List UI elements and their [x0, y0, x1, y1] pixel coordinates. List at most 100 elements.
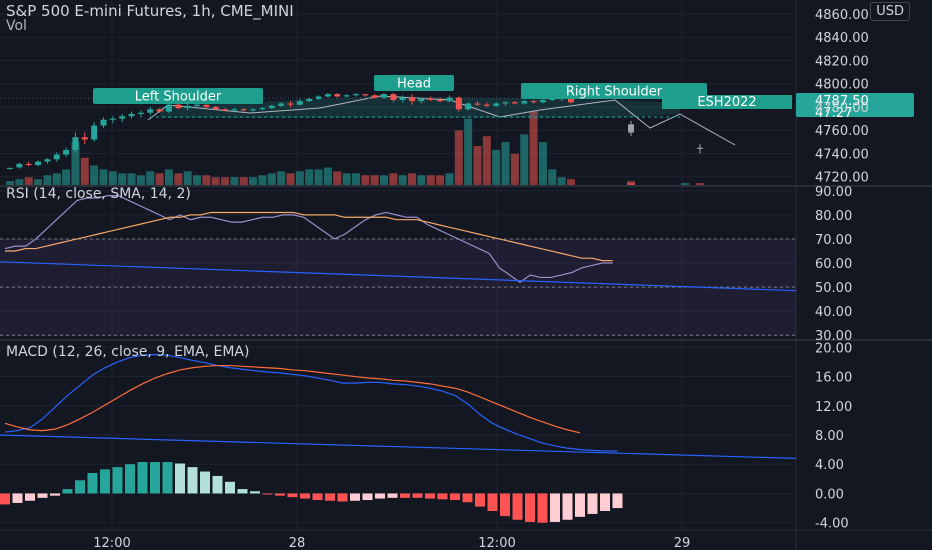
candle-body	[287, 103, 294, 105]
macd-histogram-bar	[100, 469, 110, 494]
macd-histogram-bar	[137, 462, 148, 494]
volume-bar	[136, 175, 145, 185]
volume-label: Vol	[6, 18, 27, 34]
volume-bar	[520, 134, 529, 185]
volume-bar	[230, 177, 239, 185]
pattern-path	[147, 95, 736, 146]
macd-histogram-bar	[187, 467, 198, 494]
macd-histogram-bar	[225, 481, 235, 494]
candle-body	[334, 94, 341, 97]
volume-bar	[183, 171, 192, 185]
candle-body	[511, 102, 518, 104]
volume-bar	[286, 173, 295, 185]
volume-bar	[6, 181, 14, 185]
chart-title: S&P 500 E-mini Futures, 1h, CME_MINI	[6, 2, 294, 20]
time-tick: 29	[674, 536, 691, 550]
candle-body	[418, 98, 425, 102]
volume-bar	[249, 177, 258, 185]
macd-trendline	[0, 434, 797, 459]
candle-body	[427, 98, 434, 100]
volume-bar	[108, 171, 117, 185]
candle-body	[465, 103, 472, 110]
macd-histogram-bar	[262, 493, 273, 495]
rsi-tick: 30.00	[815, 329, 852, 344]
candle-body	[165, 104, 172, 112]
volume-bar	[202, 175, 211, 185]
candle-body	[25, 163, 32, 166]
candle-body	[296, 101, 303, 105]
candle-body	[44, 159, 51, 162]
volume-bar	[538, 142, 547, 185]
left-shoulder-label: Left Shoulder	[135, 90, 222, 105]
candle-body	[446, 97, 453, 102]
candle-body	[212, 106, 219, 110]
macd-histogram-bar	[387, 493, 398, 498]
volume-bar	[426, 175, 435, 185]
candle-body	[409, 97, 416, 102]
macd-tick: 20.00	[815, 341, 852, 356]
volume-bars	[6, 110, 704, 185]
macd-histogram-bar	[275, 493, 285, 496]
candle-body	[381, 94, 387, 98]
macd-histogram-bar	[462, 493, 473, 503]
volume-bar	[482, 136, 491, 185]
candle-body	[53, 154, 60, 160]
volume-bar	[211, 177, 220, 185]
price-tick: 4820.00	[815, 54, 869, 69]
macd-histogram-bar	[200, 471, 210, 494]
candle-body	[697, 147, 703, 149]
volume-bar	[333, 171, 342, 185]
symbol-tag-bg	[662, 95, 792, 109]
symbol-tag: ESH2022	[697, 95, 756, 110]
candle-body	[483, 104, 490, 106]
candle-body	[175, 104, 182, 109]
macd-signal-line	[4, 364, 581, 434]
macd-histogram-bar	[537, 493, 548, 523]
candle-body	[278, 103, 285, 106]
time-axis: 12:00 28 12:00 29	[93, 536, 690, 550]
volume-bar	[681, 183, 689, 185]
volume-bar	[34, 179, 43, 185]
candle-body	[128, 113, 135, 117]
volume-bar	[323, 167, 332, 185]
macd-legend: MACD (12, 26, close, 9, EMA, EMA)	[6, 344, 250, 360]
price-tick: 4800.00	[815, 78, 869, 93]
volume-bar	[454, 130, 463, 185]
right-shoulder-label-bg	[521, 83, 707, 99]
volume-bar	[118, 173, 127, 185]
volume-bar	[342, 173, 351, 185]
macd-histogram-bar	[87, 473, 98, 494]
macd-histogram-bar	[75, 480, 85, 494]
macd-histogram-bar	[162, 462, 173, 494]
volume-bar	[510, 153, 519, 185]
volume-bar	[239, 177, 248, 185]
macd-tick: 0.00	[815, 487, 844, 502]
volume-bar	[146, 171, 155, 185]
currency-button[interactable]: USD	[870, 2, 910, 21]
last-price-tag-bg	[796, 93, 914, 117]
macd-tick: 12.00	[815, 400, 852, 415]
macd-histogram-bar	[500, 493, 510, 517]
candle-body	[7, 167, 13, 169]
macd-histogram-bar	[62, 489, 73, 494]
macd-histogram-bar	[312, 493, 323, 501]
candle-body	[63, 149, 70, 155]
macd-histogram-bar	[12, 493, 23, 503]
candle-body	[100, 119, 107, 126]
volume-bar	[436, 175, 445, 185]
volume-bar	[314, 169, 323, 185]
macd-histogram-bar	[375, 493, 385, 499]
macd-histogram-bar	[400, 493, 410, 498]
macd-histogram-bar	[212, 475, 223, 494]
candle-body	[184, 105, 191, 109]
candle-body	[109, 118, 116, 120]
volume-bar	[127, 173, 136, 185]
volume-bar	[24, 177, 33, 185]
candle-body	[502, 102, 509, 104]
volume-bar	[80, 157, 89, 185]
macd-histogram	[0, 462, 623, 523]
volume-bar	[627, 183, 635, 185]
candle-body	[315, 96, 322, 99]
candle-body	[240, 109, 247, 111]
